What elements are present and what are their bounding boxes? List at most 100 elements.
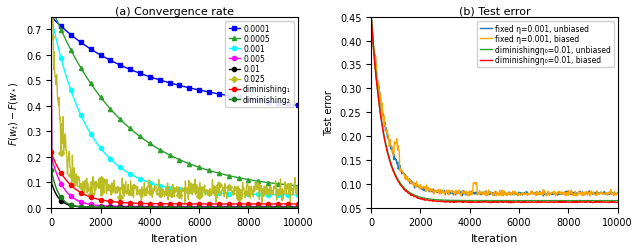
diminishingη₀=0.01, unbiased [428,198,436,201]
diminishing₁ [109,200,116,203]
0.0005 [119,121,127,124]
0.0005 [294,184,301,188]
diminishingη₀=0.01, biased [428,199,436,202]
Line: 0.0005: 0.0005 [49,13,300,188]
fixed η=0.001, unbiased [428,191,436,194]
0.005 [47,16,55,19]
0.025 [109,189,116,192]
0.0005 [206,170,214,172]
Line: fixed η=0.001, unbiased: fixed η=0.001, unbiased [371,18,618,196]
diminishing₂ [119,206,127,209]
0.025 [49,16,56,19]
0.0005 [137,136,145,139]
0.025 [294,187,301,190]
Line: diminishing₂: diminishing₂ [49,168,300,210]
X-axis label: Iteration: Iteration [471,233,518,243]
0.01 [137,206,145,209]
0.001 [109,160,116,163]
Line: fixed η=0.001, biased: fixed η=0.001, biased [371,18,618,196]
0.001 [119,168,127,171]
diminishingη₀=0.01, biased [367,16,375,19]
0.01 [209,206,217,209]
0.01 [109,206,116,209]
Title: (b) Test error: (b) Test error [459,7,531,17]
diminishing₁ [119,201,127,204]
Line: 0.0001: 0.0001 [49,16,300,108]
diminishingη₀=0.01, biased [529,201,537,204]
fixed η=0.001, biased [464,194,472,198]
0.025 [120,193,127,196]
0.005 [252,205,259,208]
diminishingη₀=0.01, biased [614,201,621,204]
0.0001 [294,104,301,107]
diminishing₁ [137,202,145,205]
0.01 [47,16,55,19]
diminishing₂ [109,206,116,209]
fixed η=0.001, biased [367,16,375,19]
fixed η=0.001, unbiased [458,194,466,198]
fixed η=0.001, biased [572,194,580,197]
fixed η=0.001, biased [614,192,621,195]
0.0005 [109,110,116,113]
Y-axis label: $F(w_t) - F(w_*)$: $F(w_t) - F(w_*)$ [7,80,20,145]
diminishing₂ [294,206,301,209]
0.0005 [209,170,217,173]
diminishing₁ [209,203,217,206]
0.001 [137,178,145,181]
diminishing₂ [209,206,217,209]
0.005 [119,205,127,208]
diminishingη₀=0.01, unbiased [529,199,537,202]
0.0001 [252,99,259,102]
diminishingη₀=0.01, biased [507,202,515,204]
diminishingη₀=0.01, unbiased [526,199,534,202]
Legend: fixed η=0.001, unbiased, fixed η=0.001, biased, diminishingη₀=0.01, unbiased, di: fixed η=0.001, unbiased, fixed η=0.001, … [477,22,614,68]
0.025 [181,201,189,204]
fixed η=0.001, unbiased [529,192,537,195]
0.001 [206,191,214,194]
diminishing₂ [252,206,259,209]
Line: 0.01: 0.01 [49,16,300,210]
0.0005 [252,180,259,182]
fixed η=0.001, biased [428,188,436,191]
0.005 [206,205,214,208]
0.0001 [109,60,116,64]
0.001 [294,194,301,196]
fixed η=0.001, unbiased [439,190,447,193]
fixed η=0.001, unbiased [614,191,621,194]
diminishingη₀=0.01, biased [457,201,465,204]
diminishingη₀=0.01, unbiased [572,199,579,202]
diminishingη₀=0.01, unbiased [439,199,447,202]
0.025 [207,194,215,197]
0.001 [47,16,55,19]
Line: 0.005: 0.005 [49,16,300,209]
0.0001 [47,16,55,19]
Line: 0.025: 0.025 [49,16,300,205]
fixed η=0.001, unbiased [527,193,534,196]
diminishingη₀=0.01, unbiased [367,16,375,19]
fixed η=0.001, unbiased [572,192,580,195]
0.0001 [119,66,127,68]
0.0005 [47,14,55,16]
0.01 [206,206,214,209]
diminishing₁ [47,151,55,154]
0.005 [294,205,301,208]
diminishing₂ [47,168,55,172]
Line: diminishing₁: diminishing₁ [49,150,300,206]
diminishingη₀=0.01, biased [572,200,580,203]
0.0001 [209,92,217,95]
diminishingη₀=0.01, biased [527,201,534,204]
0.005 [137,205,145,208]
0.005 [109,205,116,208]
diminishing₂ [137,206,145,209]
diminishingη₀=0.01, biased [439,200,447,203]
fixed η=0.001, biased [439,191,447,194]
fixed η=0.001, unbiased [367,16,375,19]
diminishingη₀=0.01, unbiased [614,199,621,202]
Line: 0.001: 0.001 [49,16,300,197]
0.001 [209,192,217,194]
Title: (a) Convergence rate: (a) Convergence rate [115,7,234,17]
0.01 [294,206,301,209]
fixed η=0.001, biased [457,194,465,198]
Legend: 0.0001, 0.0005, 0.001, 0.005, 0.01, 0.025, diminishing₁, diminishing₂: 0.0001, 0.0005, 0.001, 0.005, 0.01, 0.02… [225,22,294,107]
diminishing₁ [252,203,259,206]
